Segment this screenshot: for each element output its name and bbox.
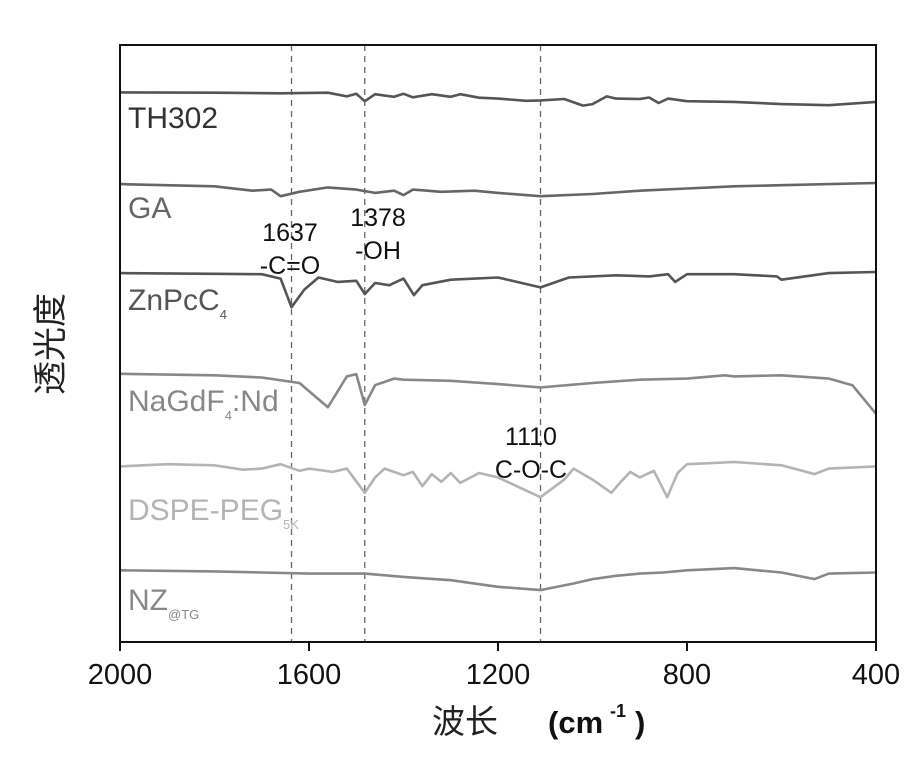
series-labels: TH302 GA ZnPcC4 NaGdF4:Nd DSPE-PEG5K NZ@TG [128,102,299,622]
series-label-4: DSPE-PEG5K [128,494,299,532]
series-label-2: ZnPcC4 [128,284,227,322]
annotation-2-value: 1110 [505,423,557,451]
plot-frame [120,45,876,642]
x-axis-label-text: 波长 [432,702,498,741]
x-tick-label-4: 400 [852,659,900,691]
series-label-1: GA [128,192,171,225]
annotation-0-value: 1637 [262,219,318,247]
annotation-1-group: -OH [355,237,401,265]
x-tick-label-3: 800 [663,659,711,691]
x-tick-label-1: 1600 [277,659,342,691]
series-line-5 [120,568,876,590]
x-axis-label-unit-close: ) [635,705,645,740]
series-line-2 [120,272,876,307]
y-axis-label: 透光度 [31,293,71,395]
x-axis-label: 波长 (cm -1 ) [432,701,645,741]
x-axis-label-unit-sup: -1 [610,701,626,721]
annotation-0-group: -C=O [260,252,320,280]
x-axis-ticks: 2000 1600 1200 800 400 [88,642,900,691]
x-tick-label-0: 2000 [88,659,153,691]
reference-lines [292,45,541,642]
series-label-0: TH302 [128,102,218,135]
series-line-0 [120,92,876,105]
annotations: 1637 -C=O 1378 -OH 1110 C-O-C [260,204,567,484]
series-label-3: NaGdF4:Nd [128,385,279,423]
series-label-5: NZ@TG [128,584,199,622]
x-axis-label-unit: (cm [548,705,603,740]
annotation-1-value: 1378 [350,204,406,232]
series-line-1 [120,183,876,196]
x-tick-label-2: 1200 [466,659,531,691]
annotation-2-group: C-O-C [495,456,567,484]
